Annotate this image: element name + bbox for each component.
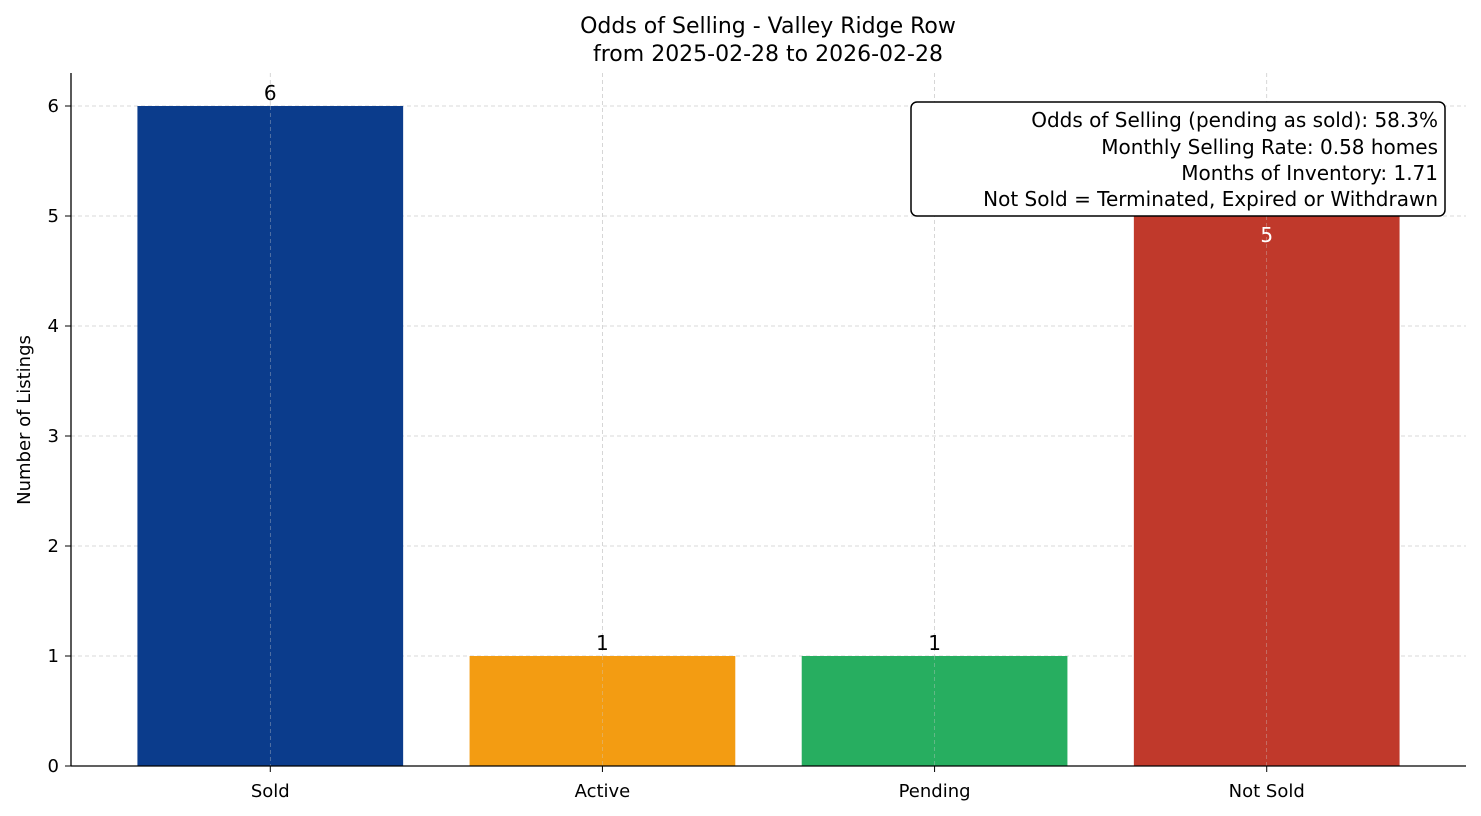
y-tick-label: 5	[48, 206, 59, 227]
annotation-line: Not Sold = Terminated, Expired or Withdr…	[983, 187, 1438, 211]
x-tick-label: Sold	[251, 781, 290, 802]
annotation-box: Odds of Selling (pending as sold): 58.3%…	[910, 101, 1446, 217]
y-tick-label: 0	[48, 756, 59, 777]
data-label: 1	[928, 631, 941, 655]
x-tick-label: Pending	[899, 781, 971, 802]
annotation-line: Odds of Selling (pending as sold): 58.3%	[1031, 108, 1438, 132]
data-labels: 6 1 1 5	[264, 81, 1273, 655]
data-label: 1	[596, 631, 609, 655]
y-tick-label: 1	[48, 646, 59, 667]
chart-subtitle: from 2025-02-28 to 2026-02-28	[593, 42, 943, 67]
chart-title: Odds of Selling - Valley Ridge Row	[580, 14, 956, 39]
data-label: 5	[1260, 223, 1273, 247]
annotation-line: Months of Inventory: 1.71	[1181, 161, 1438, 185]
x-tick-label: Active	[575, 781, 631, 802]
bars	[137, 106, 1400, 766]
y-tick-label: 4	[48, 316, 59, 337]
y-tick-label: 3	[48, 426, 59, 447]
y-tick-label: 6	[48, 96, 59, 117]
y-tick-label: 2	[48, 536, 59, 557]
x-tick-label: Not Sold	[1229, 781, 1305, 802]
annotation-line: Monthly Selling Rate: 0.58 homes	[1101, 135, 1438, 159]
axes: 0 1 2 3 4 5 6 Sold Active Pending Not Sold	[48, 73, 1466, 802]
y-axis-label: Number of Listings	[14, 335, 35, 505]
data-label: 6	[264, 81, 277, 105]
